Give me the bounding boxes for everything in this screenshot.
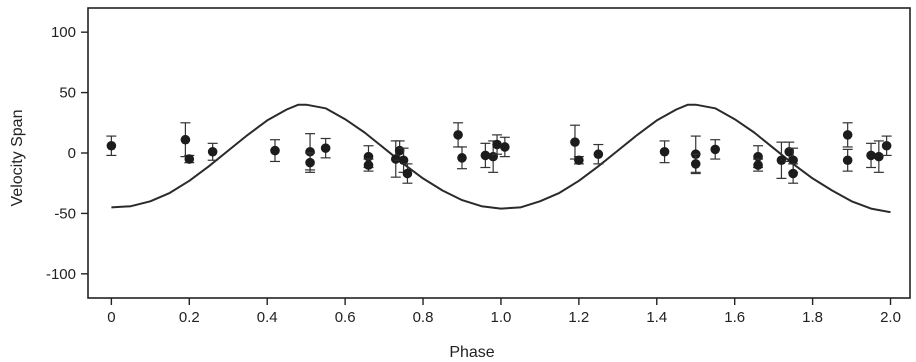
- data-point: [842, 148, 853, 172]
- y-axis-title: Velocity Span: [9, 110, 26, 207]
- data-point: [184, 154, 195, 164]
- x-tick-label: 1.0: [491, 309, 512, 326]
- data-point: [453, 122, 464, 148]
- data-point: [402, 163, 413, 184]
- point-marker: [480, 150, 491, 161]
- data-point: [881, 135, 892, 157]
- data-point: [106, 135, 117, 157]
- y-tick-label: -100: [46, 266, 76, 283]
- data-point: [753, 158, 764, 172]
- data-point: [690, 153, 701, 175]
- point-marker: [390, 154, 401, 164]
- data-point: [269, 139, 280, 163]
- data-point: [659, 140, 670, 164]
- point-marker: [207, 146, 218, 157]
- y-tick-label: 100: [51, 24, 76, 41]
- point-marker: [788, 168, 798, 179]
- point-marker: [842, 130, 853, 140]
- point-marker: [305, 157, 315, 168]
- point-marker: [492, 139, 502, 150]
- point-marker: [881, 140, 892, 151]
- point-marker: [874, 151, 884, 162]
- point-marker: [659, 146, 670, 157]
- x-tick-label: 0: [107, 309, 115, 326]
- x-tick-label: 1.2: [568, 309, 589, 326]
- y-tick-label: -50: [54, 205, 76, 222]
- point-marker: [363, 160, 374, 170]
- point-marker: [453, 130, 463, 140]
- data-point: [842, 122, 853, 148]
- x-tick-label: 1.6: [724, 309, 745, 326]
- data-point: [866, 142, 877, 169]
- model-curve: [111, 103, 891, 214]
- data-point: [207, 142, 218, 161]
- point-marker: [570, 137, 580, 147]
- point-marker: [690, 159, 701, 169]
- x-tick-label: 1.4: [646, 309, 667, 326]
- point-marker: [320, 143, 331, 153]
- y-tick-label: 0: [68, 145, 76, 162]
- point-marker: [398, 155, 409, 166]
- data-point: [456, 146, 467, 170]
- x-tick-label: 0.6: [335, 309, 356, 326]
- point-marker: [106, 140, 117, 151]
- point-marker: [180, 134, 191, 145]
- data-point: [776, 141, 787, 179]
- data-point: [305, 152, 316, 173]
- point-marker: [753, 160, 763, 170]
- point-marker: [866, 150, 876, 161]
- point-marker: [500, 142, 510, 152]
- x-axis-title: Phase: [449, 344, 494, 361]
- data-point: [593, 143, 604, 165]
- data-point: [873, 140, 884, 173]
- point-marker: [574, 155, 584, 166]
- point-marker: [776, 155, 787, 166]
- model-curve-layer: [111, 103, 891, 214]
- point-marker: [710, 144, 721, 155]
- x-tick-label: 0.2: [179, 309, 200, 326]
- data-point: [710, 139, 721, 160]
- x-axis: 0 0.2 0.4 0.6 0.8 1.0 1.2 1.4 1.6 1.8 2.0: [107, 298, 901, 326]
- point-marker: [270, 145, 280, 156]
- y-axis: -100 -50 0 50 100: [46, 24, 88, 283]
- data-point: [480, 142, 491, 169]
- x-tick-label: 0.4: [257, 309, 278, 326]
- point-marker: [784, 146, 795, 157]
- data-point: [363, 158, 374, 172]
- data-point: [499, 136, 510, 158]
- data-point: [398, 147, 409, 173]
- point-marker: [402, 168, 413, 179]
- point-marker: [305, 146, 315, 157]
- data-points-layer: [106, 122, 892, 184]
- data-point: [492, 134, 503, 155]
- point-marker: [457, 153, 467, 163]
- x-tick-label: 0.8: [413, 309, 434, 326]
- point-marker: [788, 155, 798, 166]
- data-point: [573, 155, 584, 166]
- point-marker: [184, 154, 195, 164]
- data-point: [788, 163, 799, 184]
- x-tick-label: 1.8: [802, 309, 823, 326]
- point-marker: [593, 149, 604, 160]
- x-tick-label: 2.0: [880, 309, 901, 326]
- point-marker: [842, 155, 853, 166]
- data-point: [320, 137, 331, 159]
- y-tick-label: 50: [59, 85, 76, 102]
